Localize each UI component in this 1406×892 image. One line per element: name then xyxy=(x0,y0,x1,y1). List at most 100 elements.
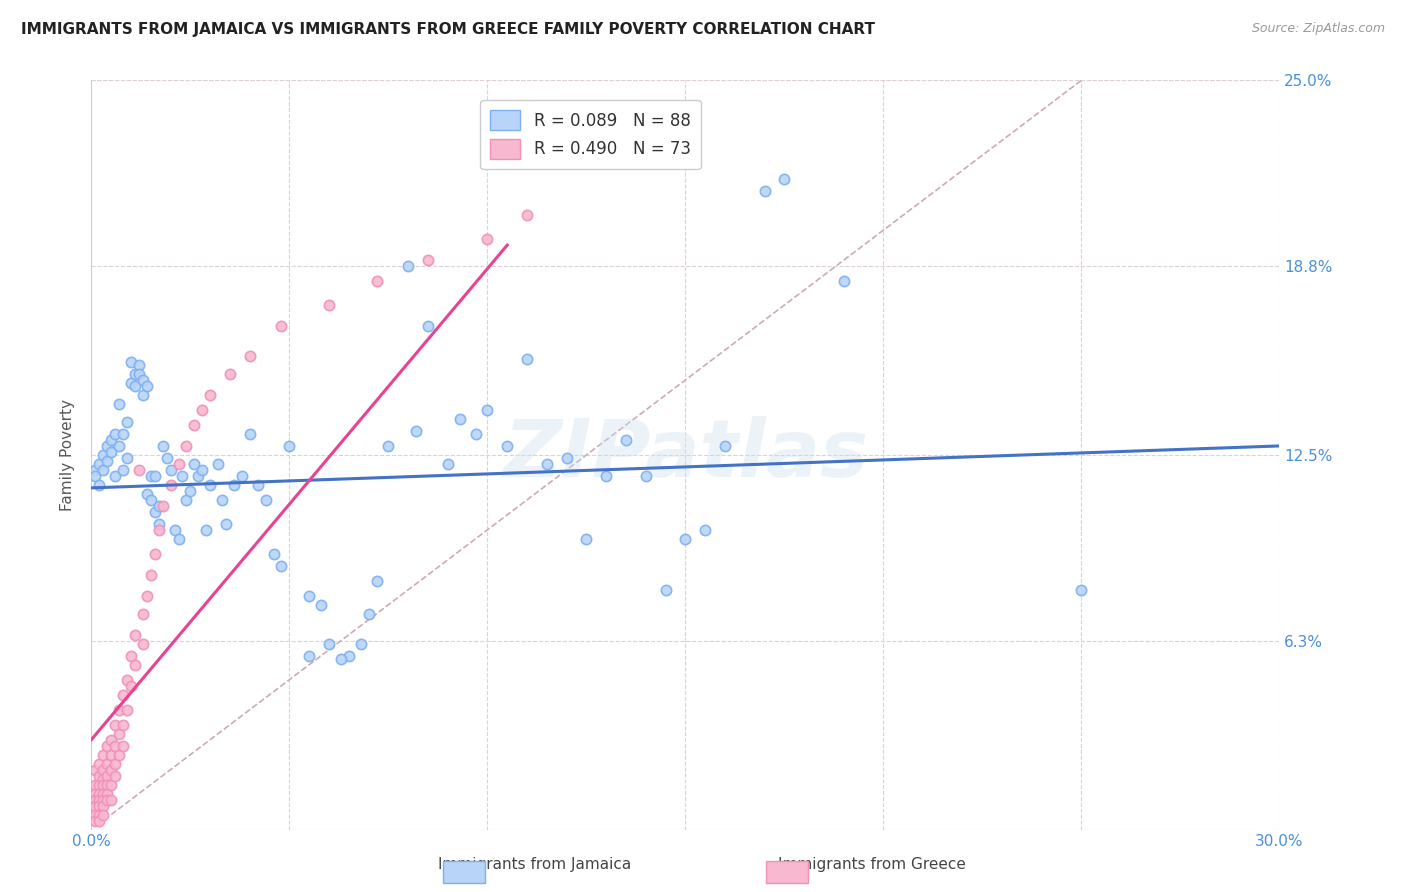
Point xyxy=(104,769,127,783)
Point xyxy=(89,478,111,492)
Point xyxy=(673,532,696,546)
Point xyxy=(714,439,737,453)
Point xyxy=(124,379,146,393)
Point xyxy=(96,756,118,771)
Point xyxy=(195,523,218,537)
Point xyxy=(200,388,222,402)
Point xyxy=(96,792,118,806)
Point xyxy=(148,499,170,513)
Point xyxy=(96,778,118,792)
Point xyxy=(89,756,111,771)
Point xyxy=(183,457,205,471)
Point xyxy=(464,426,486,441)
Point xyxy=(555,450,578,465)
Point xyxy=(124,367,146,381)
Point xyxy=(207,457,229,471)
Point xyxy=(84,798,107,813)
Point xyxy=(139,469,162,483)
Point xyxy=(104,717,127,731)
Point xyxy=(143,505,166,519)
Point xyxy=(254,492,277,507)
Point xyxy=(124,628,146,642)
Point xyxy=(89,798,111,813)
Text: Immigrants from Jamaica: Immigrants from Jamaica xyxy=(437,857,631,872)
Point xyxy=(270,319,292,334)
Point xyxy=(270,558,292,573)
Point xyxy=(595,469,617,483)
Point xyxy=(148,516,170,531)
Point xyxy=(115,703,138,717)
Point xyxy=(246,478,269,492)
Point xyxy=(152,499,174,513)
Point xyxy=(91,787,114,801)
Point xyxy=(172,469,194,483)
Point xyxy=(91,772,114,786)
Point xyxy=(222,478,245,492)
Point xyxy=(104,739,127,753)
Point xyxy=(89,792,111,806)
Point xyxy=(200,478,222,492)
Point xyxy=(329,651,352,665)
Point xyxy=(405,424,427,438)
Point xyxy=(84,787,107,801)
Point xyxy=(112,688,135,702)
Point xyxy=(239,349,262,363)
Point xyxy=(416,253,439,268)
Point xyxy=(191,463,214,477)
Point xyxy=(298,648,321,663)
Point xyxy=(191,403,214,417)
Point xyxy=(159,463,181,477)
Point xyxy=(108,439,131,453)
Point xyxy=(96,439,118,453)
Y-axis label: Family Poverty: Family Poverty xyxy=(60,399,76,511)
Point xyxy=(120,355,142,369)
Point xyxy=(108,726,131,740)
Point xyxy=(298,589,321,603)
Point xyxy=(187,469,209,483)
Point xyxy=(219,367,242,381)
Point xyxy=(318,298,340,312)
Point xyxy=(100,792,122,806)
Point xyxy=(135,379,157,393)
Point xyxy=(167,532,190,546)
Point xyxy=(96,454,118,468)
Point xyxy=(89,787,111,801)
Point xyxy=(115,673,138,687)
Point xyxy=(183,417,205,432)
Point xyxy=(239,426,262,441)
Point xyxy=(91,763,114,777)
Point xyxy=(516,351,538,366)
Point xyxy=(108,703,131,717)
Point xyxy=(91,747,114,762)
Point xyxy=(148,523,170,537)
Point xyxy=(337,648,360,663)
Point xyxy=(536,457,558,471)
Point xyxy=(496,439,519,453)
Point xyxy=(89,769,111,783)
Point xyxy=(104,756,127,771)
Point xyxy=(396,259,419,273)
Point xyxy=(132,607,155,621)
Point xyxy=(614,433,637,447)
Point xyxy=(634,469,657,483)
Point xyxy=(132,373,155,387)
Point xyxy=(143,469,166,483)
Point xyxy=(91,798,114,813)
Point xyxy=(91,463,114,477)
Point xyxy=(135,589,157,603)
Point xyxy=(100,445,122,459)
Legend: R = 0.089   N = 88, R = 0.490   N = 73: R = 0.089 N = 88, R = 0.490 N = 73 xyxy=(481,100,700,169)
Point xyxy=(449,412,471,426)
Point xyxy=(91,448,114,462)
Point xyxy=(263,547,285,561)
Point xyxy=(91,778,114,792)
Point xyxy=(477,232,499,246)
Point xyxy=(89,814,111,828)
Point xyxy=(215,516,238,531)
Point xyxy=(318,637,340,651)
Point xyxy=(654,582,676,597)
Point xyxy=(132,388,155,402)
Point xyxy=(120,679,142,693)
Point xyxy=(516,208,538,222)
Point xyxy=(84,792,107,806)
